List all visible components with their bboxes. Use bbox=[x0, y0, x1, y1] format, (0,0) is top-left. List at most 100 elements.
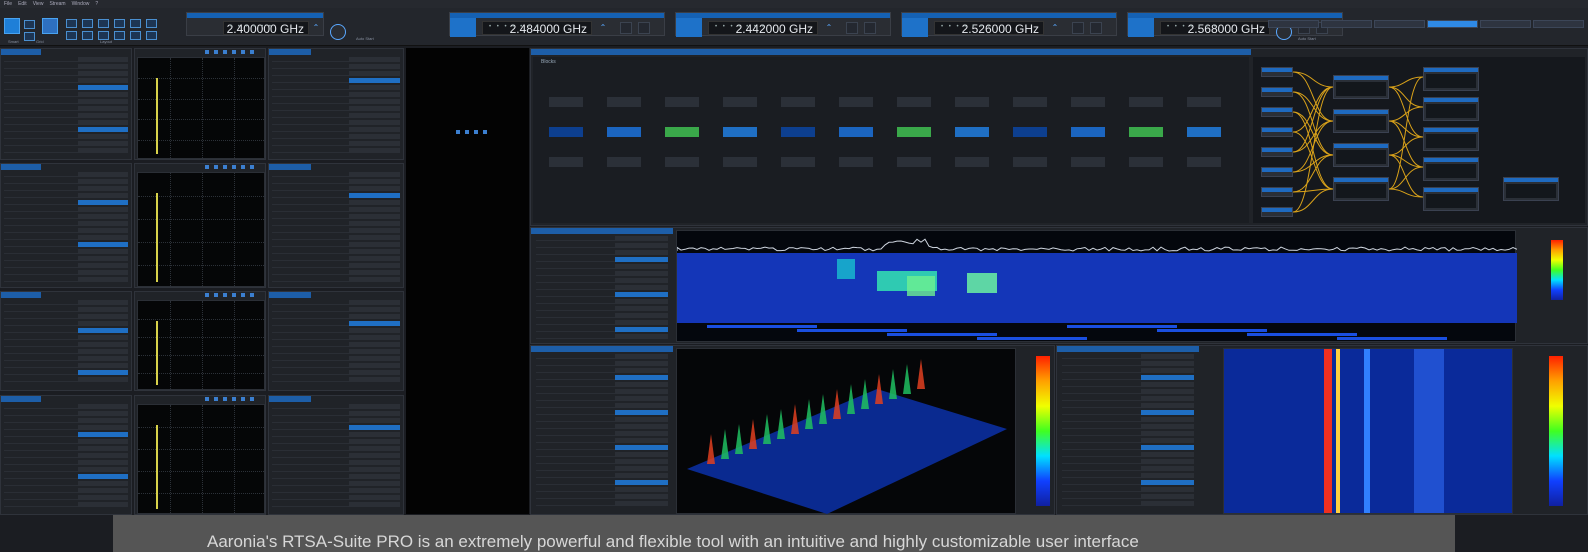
library-block-tile[interactable] bbox=[955, 97, 989, 107]
span-button[interactable] bbox=[638, 22, 650, 34]
settings-row[interactable] bbox=[1062, 487, 1194, 492]
menu-item-edit[interactable]: Edit bbox=[18, 1, 27, 7]
settings-value[interactable] bbox=[78, 141, 128, 146]
settings-value[interactable] bbox=[78, 242, 128, 247]
settings-row[interactable] bbox=[272, 64, 400, 69]
settings-value[interactable] bbox=[78, 370, 128, 375]
settings-row[interactable] bbox=[4, 307, 128, 312]
settings-row[interactable] bbox=[4, 502, 128, 507]
span-button[interactable] bbox=[864, 22, 876, 34]
settings-value[interactable] bbox=[349, 214, 400, 219]
settings-value[interactable] bbox=[78, 502, 128, 507]
settings-value[interactable] bbox=[615, 452, 668, 457]
settings-row[interactable] bbox=[272, 120, 400, 125]
settings-value[interactable] bbox=[615, 473, 668, 478]
settings-row[interactable] bbox=[1062, 410, 1194, 415]
settings-value[interactable] bbox=[349, 363, 400, 368]
settings-row[interactable] bbox=[4, 270, 128, 275]
settings-row[interactable] bbox=[536, 327, 668, 332]
settings-row[interactable] bbox=[1062, 375, 1194, 380]
settings-row[interactable] bbox=[272, 113, 400, 118]
settings-value[interactable] bbox=[349, 404, 400, 409]
settings-value[interactable] bbox=[349, 57, 400, 62]
settings-row[interactable] bbox=[536, 306, 668, 311]
mini-spectrum-plot[interactable] bbox=[137, 57, 265, 159]
library-block-tile[interactable] bbox=[781, 157, 815, 167]
center-frequency-display[interactable]: • • • • • • • 2.568000 GHz bbox=[1160, 21, 1270, 35]
settings-value[interactable] bbox=[78, 71, 128, 76]
settings-value[interactable] bbox=[78, 256, 128, 261]
settings-value[interactable] bbox=[349, 99, 400, 104]
toolbar-icon[interactable] bbox=[205, 293, 209, 297]
settings-value[interactable] bbox=[349, 432, 400, 437]
auto-start-label[interactable]: Auto Start bbox=[1298, 36, 1316, 41]
settings-row[interactable] bbox=[272, 314, 400, 319]
settings-value[interactable] bbox=[1141, 354, 1194, 359]
settings-value[interactable] bbox=[78, 418, 128, 423]
settings-row[interactable] bbox=[272, 256, 400, 261]
settings-row[interactable] bbox=[4, 363, 128, 368]
settings-value[interactable] bbox=[615, 334, 668, 339]
settings-value[interactable] bbox=[615, 306, 668, 311]
settings-value[interactable] bbox=[78, 342, 128, 347]
toolbar-icon[interactable] bbox=[232, 293, 236, 297]
settings-row[interactable] bbox=[4, 134, 128, 139]
toolbar-icon[interactable] bbox=[232, 165, 236, 169]
settings-value[interactable] bbox=[349, 349, 400, 354]
settings-value[interactable] bbox=[1141, 494, 1194, 499]
settings-row[interactable] bbox=[536, 389, 668, 394]
freq-step-icon[interactable]: ⌃ bbox=[822, 23, 836, 33]
settings-value[interactable] bbox=[78, 349, 128, 354]
3d-spectrum-plot[interactable] bbox=[676, 348, 1016, 514]
settings-row[interactable] bbox=[536, 403, 668, 408]
settings-row[interactable] bbox=[4, 474, 128, 479]
settings-value[interactable] bbox=[349, 172, 400, 177]
settings-row[interactable] bbox=[1062, 361, 1194, 366]
settings-value[interactable] bbox=[1141, 501, 1194, 506]
settings-row[interactable] bbox=[272, 78, 400, 83]
toolbar-icon[interactable] bbox=[205, 397, 209, 401]
settings-row[interactable] bbox=[4, 193, 128, 198]
settings-value[interactable] bbox=[349, 307, 400, 312]
settings-row[interactable] bbox=[536, 354, 668, 359]
library-block-tile[interactable] bbox=[723, 127, 757, 137]
settings-value[interactable] bbox=[349, 277, 400, 282]
settings-row[interactable] bbox=[4, 235, 128, 240]
settings-value[interactable] bbox=[349, 425, 400, 430]
settings-value[interactable] bbox=[1141, 361, 1194, 366]
library-block-tile[interactable] bbox=[1013, 127, 1047, 137]
settings-row[interactable] bbox=[4, 78, 128, 83]
tab-file-writer-4[interactable] bbox=[1480, 20, 1531, 28]
settings-row[interactable] bbox=[272, 328, 400, 333]
layout-grid-6-button[interactable] bbox=[146, 19, 157, 28]
settings-row[interactable] bbox=[272, 221, 400, 226]
toolbar-icon[interactable] bbox=[250, 165, 254, 169]
toolbar-icon[interactable] bbox=[214, 293, 218, 297]
flowgraph-node[interactable] bbox=[1261, 127, 1293, 137]
layout-grid-2-button[interactable] bbox=[82, 19, 93, 28]
flowgraph-node[interactable] bbox=[1333, 143, 1389, 167]
settings-value[interactable] bbox=[349, 200, 400, 205]
settings-row[interactable] bbox=[272, 446, 400, 451]
settings-value[interactable] bbox=[349, 314, 400, 319]
library-block-tile[interactable] bbox=[723, 97, 757, 107]
settings-row[interactable] bbox=[272, 242, 400, 247]
settings-row[interactable] bbox=[4, 328, 128, 333]
settings-value[interactable] bbox=[78, 249, 128, 254]
settings-value[interactable] bbox=[349, 460, 400, 465]
settings-value[interactable] bbox=[1141, 375, 1194, 380]
settings-row[interactable] bbox=[4, 242, 128, 247]
settings-value[interactable] bbox=[615, 264, 668, 269]
settings-value[interactable] bbox=[615, 424, 668, 429]
settings-value[interactable] bbox=[615, 236, 668, 241]
settings-value[interactable] bbox=[349, 335, 400, 340]
menu-item-view[interactable]: View bbox=[33, 1, 44, 7]
settings-row[interactable] bbox=[4, 418, 128, 423]
settings-value[interactable] bbox=[78, 106, 128, 111]
flowgraph-node[interactable] bbox=[1261, 67, 1293, 77]
settings-row[interactable] bbox=[1062, 403, 1194, 408]
library-block-tile[interactable] bbox=[897, 157, 931, 167]
settings-row[interactable] bbox=[4, 377, 128, 382]
settings-value[interactable] bbox=[78, 235, 128, 240]
settings-row[interactable] bbox=[272, 488, 400, 493]
